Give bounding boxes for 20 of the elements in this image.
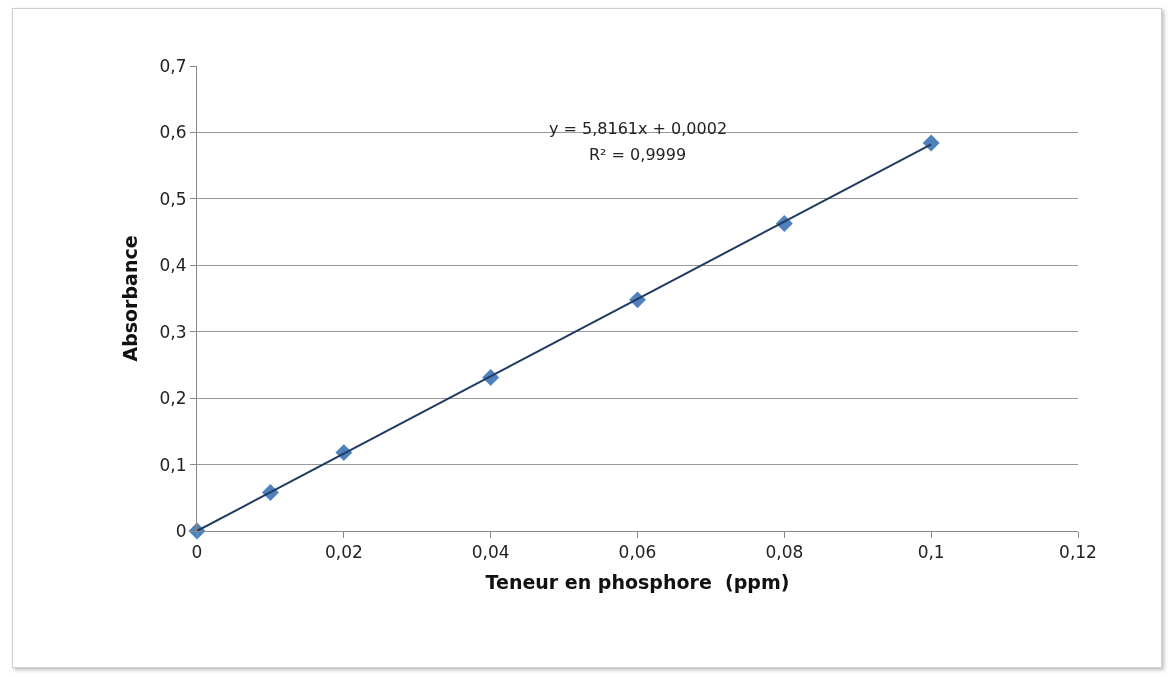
x-tick-label: 0 bbox=[191, 542, 203, 563]
y-tick-label: 0,4 bbox=[159, 255, 187, 276]
y-tick-label: 0 bbox=[175, 520, 187, 541]
y-tick-label: 0,3 bbox=[159, 321, 187, 342]
x-tick-label: 0,04 bbox=[471, 542, 510, 563]
x-tick-label: 0,02 bbox=[324, 542, 363, 563]
annotation: y = 5,8161x + 0,0002 bbox=[549, 119, 728, 138]
y-tick-label: 0,2 bbox=[159, 388, 187, 409]
x-tick-label: 0,08 bbox=[765, 542, 804, 563]
x-tick-label: 0,06 bbox=[618, 542, 657, 563]
y-axis-title: Absorbance bbox=[119, 235, 142, 362]
point bbox=[922, 134, 940, 152]
x-tick-label: 0,1 bbox=[917, 542, 945, 563]
annotation: R² = 0,9999 bbox=[589, 145, 687, 164]
y-tick-label: 0,6 bbox=[159, 122, 187, 143]
y-tick-label: 0,5 bbox=[159, 188, 187, 209]
y-tick-label: 0,1 bbox=[159, 454, 187, 475]
y-tick-label: 0,7 bbox=[159, 55, 187, 76]
x-tick-label: 0,12 bbox=[1059, 542, 1097, 563]
x-axis-title: Teneur en phosphore (ppm) bbox=[485, 571, 790, 594]
